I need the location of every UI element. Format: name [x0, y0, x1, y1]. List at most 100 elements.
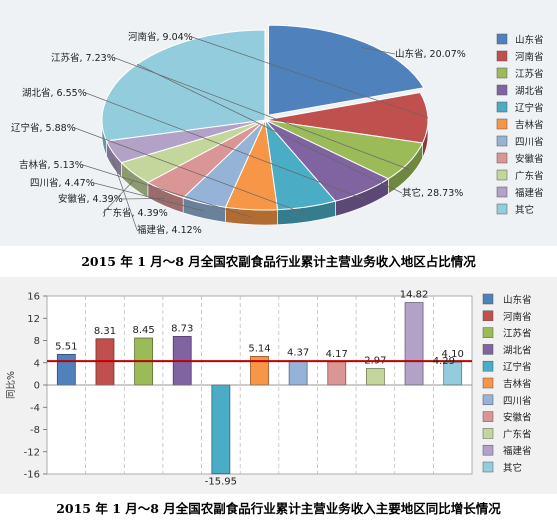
pie-legend-swatch [496, 152, 508, 164]
pie-legend-swatch [496, 118, 508, 130]
pie-data-label: 江苏省, 7.23% [51, 52, 116, 64]
bar [366, 368, 385, 386]
pie-leader-line [361, 46, 396, 55]
pie-legend-label: 其它 [515, 204, 534, 216]
pie-legend-label: 福建省 [515, 187, 544, 199]
bar-legend-swatch [482, 428, 494, 439]
pie-data-label: 河南省, 9.04% [128, 31, 193, 43]
pie-legend-label: 广东省 [515, 170, 544, 182]
pie-legend-swatch [496, 186, 508, 198]
y-axis: 16 12 8 4 0 -4 -8 -12 -16 [24, 292, 47, 481]
pie-data-label: 其它, 28.73% [402, 187, 463, 199]
y-tick-label: 16 [27, 292, 40, 303]
pie-legend-label: 河南省 [515, 51, 544, 63]
pie-legend-swatch [496, 33, 508, 45]
bar-legend-label: 辽宁省 [503, 361, 532, 373]
pie-leader-line [112, 159, 138, 231]
bar-value-label: 4.17 [326, 349, 348, 360]
pie-legend-swatch [496, 67, 508, 79]
pie-data-label: 四川省, 4.47% [30, 177, 95, 189]
pie-chart: 山东省, 20.07% 河南省, 9.04% 江苏省, 7.23% 湖北省, 6.55… [11, 24, 544, 236]
pie-legend-swatch [496, 169, 508, 181]
bar [288, 360, 308, 386]
pie-legend-label: 吉林省 [515, 119, 544, 131]
pie-leader-line [74, 127, 308, 215]
pie-data-label: 福建省, 4.12% [137, 224, 202, 236]
y-tick-label: -16 [24, 470, 40, 481]
y-tick-label: 12 [27, 314, 40, 325]
reference-line-label: 4.29 [433, 356, 455, 367]
pie-legend-swatch [496, 50, 508, 62]
pie-legend-label: 山东省 [515, 34, 544, 46]
bar-legend-swatch [482, 360, 494, 372]
bar-legend-label: 广东省 [503, 428, 532, 440]
pie-legend-label: 安徽省 [515, 153, 544, 165]
bar-chart: 16 12 8 4 0 -4 -8 -12 -16 同比% 5.51 8.31 8.45 8.73 -15.… [5, 290, 532, 488]
y-tick-label: 8 [34, 336, 40, 347]
bar [56, 353, 76, 386]
y-tick-label: -8 [30, 425, 40, 436]
pie-leader-line [82, 164, 252, 218]
bar-legend-swatch [482, 293, 494, 305]
bar-legend-label: 河南省 [503, 311, 532, 323]
pie-data-label: 广东省, 4.39% [103, 207, 168, 219]
bar-legend-label: 山东省 [503, 294, 532, 306]
y-tick-label: 4 [34, 358, 40, 369]
pie-slice [268, 24, 425, 116]
bar-legend-swatch [482, 394, 494, 406]
pie-leader-line [136, 63, 403, 194]
bar [327, 361, 347, 386]
pie-legend-label: 辽宁省 [515, 102, 544, 114]
bar-chart-panel: 16 12 8 4 0 -4 -8 -12 -16 同比% 5.51 8.31 8.45 8.73 -15.… [0, 277, 557, 494]
pie-chart-panel: 山东省, 20.07% 河南省, 9.04% 江苏省, 7.23% 湖北省, 6.55… [0, 0, 557, 246]
pie-leader-line [191, 36, 429, 119]
pie-leader-line [85, 92, 365, 200]
pie-chart-caption: 2015 年 1 月～8 月全国农副食品行业累计主营业务收入地区占比情况 [81, 254, 476, 269]
pie-data-label: 山东省, 20.07% [395, 48, 466, 60]
pie-data-label: 安徽省, 4.39% [58, 193, 123, 205]
pie-legend-label: 江苏省 [515, 68, 544, 80]
bar-legend-swatch [482, 444, 494, 456]
bar-legend-swatch [482, 344, 494, 355]
pie-data-label: 湖北省, 6.55% [22, 87, 87, 99]
pie-data-label: 辽宁省, 5.88% [11, 122, 76, 134]
bar-legend-label: 江苏省 [503, 328, 532, 340]
bar-value-label: -15.95 [205, 477, 237, 488]
bar-legend-swatch [482, 411, 494, 422]
pie-leader-line [102, 180, 134, 214]
bar-value-label: 4.37 [287, 348, 309, 359]
bar-legend-label: 湖北省 [503, 344, 532, 356]
bar-value-label: 8.31 [94, 326, 116, 337]
pie-legend-swatch [496, 135, 508, 147]
bar-legend-label: 四川省 [503, 395, 532, 407]
pie-side-walls [101, 119, 429, 226]
bar-value-label: 8.73 [171, 323, 193, 334]
y-tick-label: -12 [24, 447, 40, 458]
bar-legend-label: 福建省 [503, 445, 532, 457]
bar-legend-label: 安徽省 [503, 412, 532, 424]
pie-leader-line [93, 182, 204, 212]
y-axis-label: 同比% [5, 371, 17, 399]
bar-value-label: 5.51 [55, 341, 77, 352]
y-tick-label: -4 [30, 403, 40, 414]
y-tick-label: 0 [34, 381, 40, 392]
bar-legend-label: 其它 [503, 462, 522, 474]
bar-value-label: 5.14 [248, 343, 270, 354]
pie-legend-swatch [496, 101, 508, 113]
bar-value-label: 4.10 [442, 349, 464, 360]
bar-legend-swatch [482, 461, 494, 473]
pie-legend-label: 四川省 [515, 136, 544, 148]
bar-value-label: 14.82 [400, 290, 429, 301]
bar-legend-label: 吉林省 [503, 378, 532, 390]
bar-legend-swatch [482, 310, 494, 322]
pie-legend-swatch [496, 203, 508, 215]
bar [211, 384, 231, 475]
bar-legend-swatch [482, 377, 494, 389]
pie-leader-line [121, 198, 165, 200]
bar-legend-swatch [482, 327, 494, 338]
pie-legend-label: 湖北省 [515, 85, 544, 97]
bar-value-label: 8.45 [132, 325, 154, 336]
bar [404, 302, 424, 386]
